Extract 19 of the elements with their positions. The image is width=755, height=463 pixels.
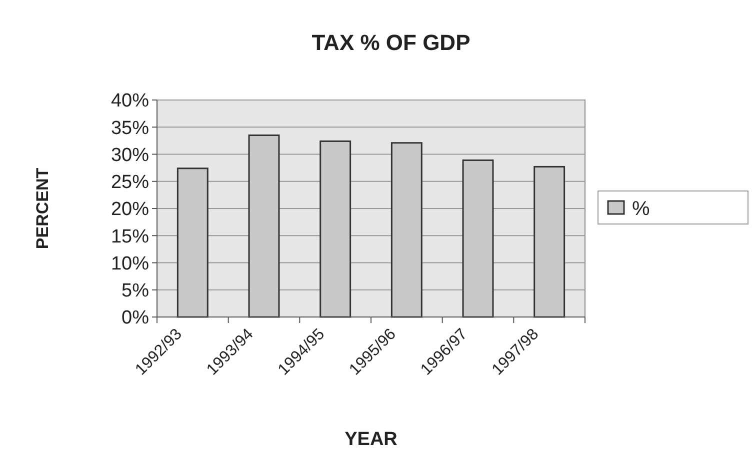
y-tick-label: 20% — [110, 199, 150, 220]
bar — [462, 159, 494, 318]
y-tick-label: 25% — [110, 172, 150, 194]
y-tick-label: 10% — [110, 253, 150, 274]
y-tick-label: 30% — [110, 144, 150, 166]
y-tick-label: 40% — [110, 90, 150, 112]
bar — [390, 142, 422, 318]
chart-title: TAX % OF GDP — [312, 30, 470, 55]
bar — [176, 168, 208, 318]
bar — [248, 134, 280, 318]
bar — [534, 166, 566, 318]
y-axis-title: PERCENT — [33, 167, 52, 250]
y-tick-label: 35% — [110, 118, 150, 139]
y-tick-label: 5% — [122, 280, 150, 302]
y-tick-label: 0% — [122, 308, 150, 329]
legend-label: % — [632, 198, 650, 220]
y-tick-label: 15% — [110, 226, 150, 248]
x-axis-title: YEAR — [344, 429, 398, 450]
bar — [320, 140, 352, 318]
